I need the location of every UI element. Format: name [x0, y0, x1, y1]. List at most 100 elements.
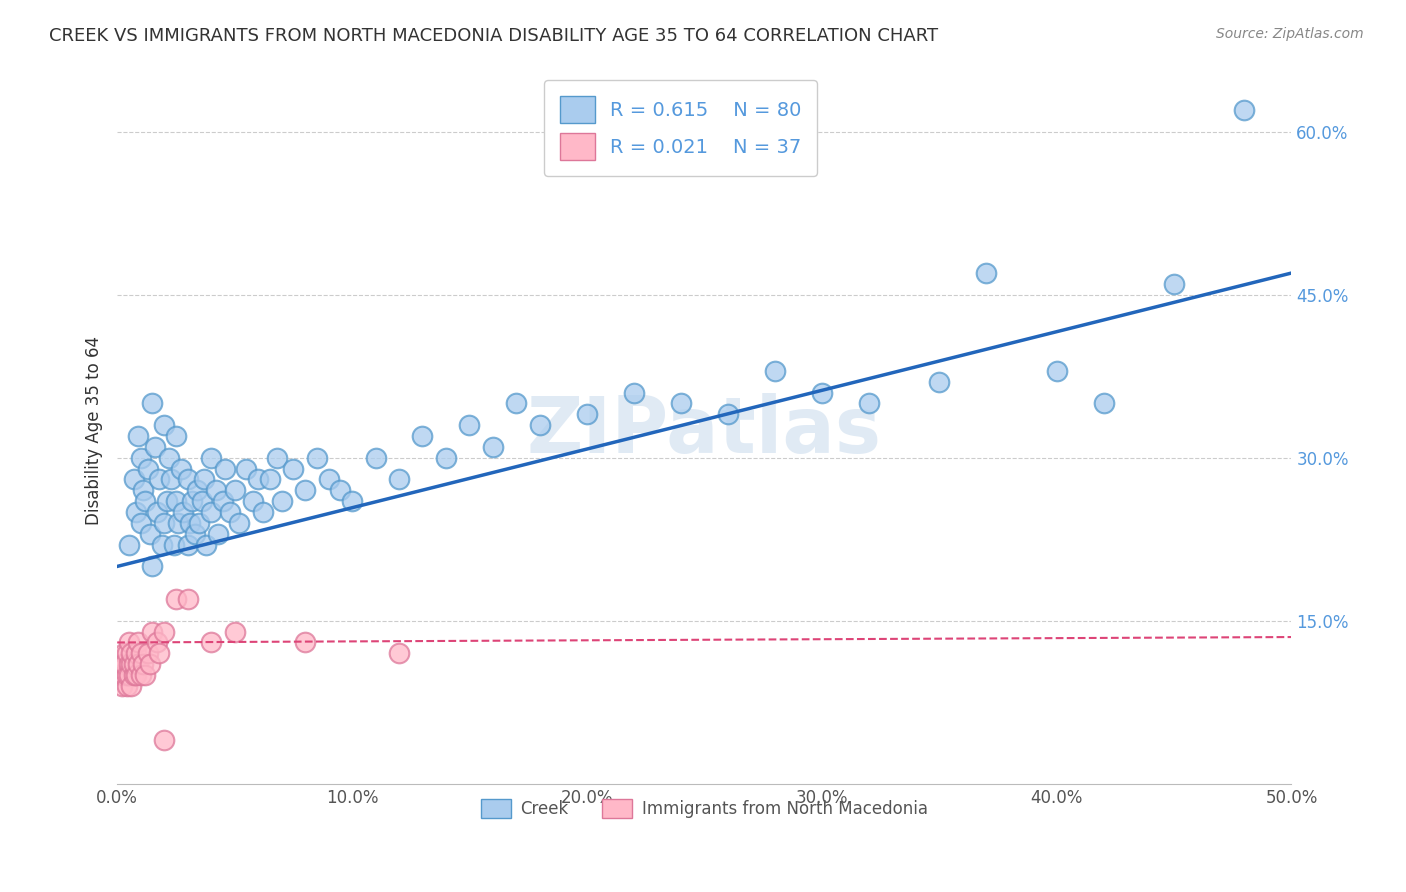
Point — [193, 473, 215, 487]
Point — [115, 646, 138, 660]
Point — [434, 450, 457, 465]
Point — [111, 657, 134, 672]
Point — [1233, 103, 1256, 117]
Point — [810, 385, 832, 400]
Point — [146, 635, 169, 649]
Point — [132, 483, 155, 498]
Point — [181, 494, 204, 508]
Point — [122, 473, 145, 487]
Point — [120, 679, 142, 693]
Point — [127, 429, 149, 443]
Point — [186, 483, 208, 498]
Point — [141, 559, 163, 574]
Point — [125, 505, 148, 519]
Point — [458, 418, 481, 433]
Point — [112, 668, 135, 682]
Point — [139, 526, 162, 541]
Point — [294, 483, 316, 498]
Point — [1045, 364, 1067, 378]
Point — [1163, 277, 1185, 291]
Point — [134, 668, 156, 682]
Point — [176, 473, 198, 487]
Point — [129, 668, 152, 682]
Point — [928, 375, 950, 389]
Point — [305, 450, 328, 465]
Point — [112, 646, 135, 660]
Point — [858, 396, 880, 410]
Point — [252, 505, 274, 519]
Point — [200, 635, 222, 649]
Point — [129, 450, 152, 465]
Point — [219, 505, 242, 519]
Point — [669, 396, 692, 410]
Point — [259, 473, 281, 487]
Point — [148, 473, 170, 487]
Point — [167, 516, 190, 530]
Point — [763, 364, 786, 378]
Point — [118, 538, 141, 552]
Point — [153, 733, 176, 747]
Point — [505, 396, 527, 410]
Point — [136, 461, 159, 475]
Point — [143, 440, 166, 454]
Point — [160, 473, 183, 487]
Legend: Creek, Immigrants from North Macedonia: Creek, Immigrants from North Macedonia — [474, 792, 935, 825]
Point — [122, 668, 145, 682]
Point — [150, 538, 173, 552]
Point — [172, 505, 194, 519]
Point — [270, 494, 292, 508]
Point — [146, 505, 169, 519]
Point — [214, 461, 236, 475]
Point — [247, 473, 270, 487]
Point — [176, 592, 198, 607]
Point — [153, 624, 176, 639]
Point — [118, 668, 141, 682]
Point — [125, 646, 148, 660]
Point — [115, 668, 138, 682]
Y-axis label: Disability Age 35 to 64: Disability Age 35 to 64 — [86, 336, 103, 525]
Point — [141, 624, 163, 639]
Point — [118, 635, 141, 649]
Point — [529, 418, 551, 433]
Point — [127, 657, 149, 672]
Text: ZIPatlas: ZIPatlas — [527, 392, 882, 468]
Point — [388, 646, 411, 660]
Point — [195, 538, 218, 552]
Point — [169, 461, 191, 475]
Text: Source: ZipAtlas.com: Source: ZipAtlas.com — [1216, 27, 1364, 41]
Point — [224, 483, 246, 498]
Point — [228, 516, 250, 530]
Point — [200, 450, 222, 465]
Point — [212, 494, 235, 508]
Point — [120, 657, 142, 672]
Point — [111, 679, 134, 693]
Point — [242, 494, 264, 508]
Point — [318, 473, 340, 487]
Point — [112, 657, 135, 672]
Point — [364, 450, 387, 465]
Point — [176, 538, 198, 552]
Point — [411, 429, 433, 443]
Point — [155, 494, 177, 508]
Point — [283, 461, 305, 475]
Point — [108, 668, 131, 682]
Point — [141, 396, 163, 410]
Point — [134, 494, 156, 508]
Point — [623, 385, 645, 400]
Point — [294, 635, 316, 649]
Point — [207, 526, 229, 541]
Point — [179, 516, 201, 530]
Point — [224, 624, 246, 639]
Point — [974, 266, 997, 280]
Point — [127, 635, 149, 649]
Point — [575, 407, 598, 421]
Point — [183, 526, 205, 541]
Point — [122, 657, 145, 672]
Point — [153, 516, 176, 530]
Point — [190, 494, 212, 508]
Point — [132, 657, 155, 672]
Point — [129, 516, 152, 530]
Point — [129, 646, 152, 660]
Point — [118, 657, 141, 672]
Point — [1092, 396, 1115, 410]
